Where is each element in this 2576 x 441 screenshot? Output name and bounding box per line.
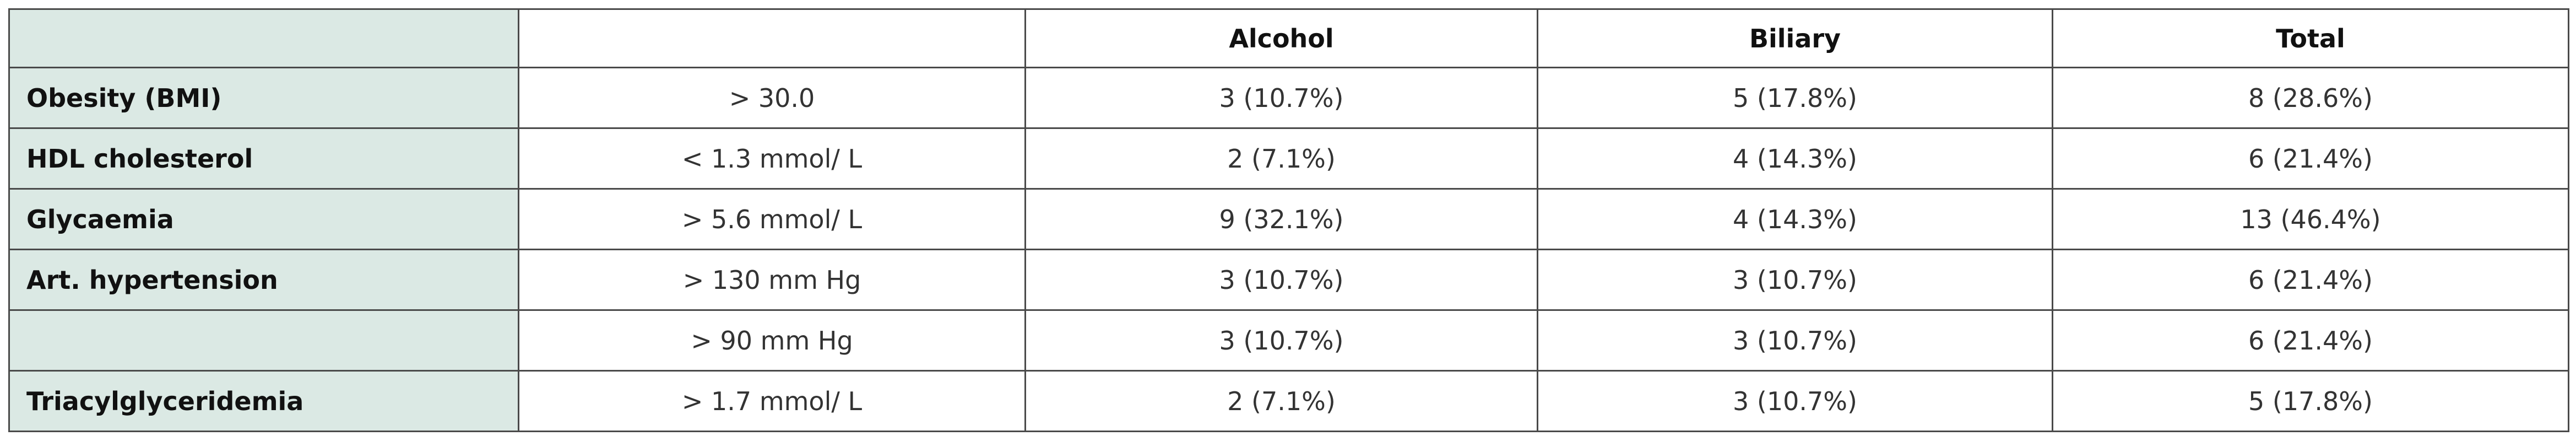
- row-label: Art. hypertension: [8, 249, 519, 311]
- table-row: Art. hypertension > 130 mm Hg 3 (10.7%) 3 (…: [8, 249, 2569, 311]
- value-cell: 5 (17.8%): [1537, 67, 2053, 129]
- header-cell: Total: [2052, 8, 2569, 68]
- row-label: Glycaemia: [8, 188, 519, 250]
- value-cell: 6 (21.4%): [2052, 309, 2569, 372]
- value-cell: 6 (21.4%): [2052, 127, 2569, 190]
- value-cell: 3 (10.7%): [1537, 370, 2053, 432]
- criterion-cell: > 90 mm Hg: [518, 309, 1026, 372]
- header-cell: Alcohol: [1024, 8, 1538, 68]
- value-cell: 5 (17.8%): [2052, 370, 2569, 432]
- criterion-cell: < 1.3 mmol/ L: [518, 127, 1026, 190]
- value-cell: 4 (14.3%): [1537, 127, 2053, 190]
- header-row: Alcohol Biliary Total: [8, 8, 2569, 68]
- table-row: > 90 mm Hg 3 (10.7%) 3 (10.7%) 6 (21.4%): [8, 309, 2569, 372]
- criterion-cell: > 30.0: [518, 67, 1026, 129]
- criterion-cell: > 5.6 mmol/ L: [518, 188, 1026, 250]
- value-cell: 3 (10.7%): [1024, 67, 1538, 129]
- row-label: HDL cholesterol: [8, 127, 519, 190]
- value-cell: 13 (46.4%): [2052, 188, 2569, 250]
- value-cell: 3 (10.7%): [1537, 249, 2053, 311]
- row-label: Obesity (BMI): [8, 67, 519, 129]
- value-cell: 2 (7.1%): [1024, 370, 1538, 432]
- value-cell: 8 (28.6%): [2052, 67, 2569, 129]
- criterion-cell: > 130 mm Hg: [518, 249, 1026, 311]
- value-cell: 3 (10.7%): [1024, 309, 1538, 372]
- value-cell: 9 (32.1%): [1024, 188, 1538, 250]
- value-cell: 4 (14.3%): [1537, 188, 2053, 250]
- value-cell: 6 (21.4%): [2052, 249, 2569, 311]
- table-body: Alcohol Biliary Total Obesity (BMI) > 30.0 3 …: [8, 8, 2569, 432]
- data-table: Alcohol Biliary Total Obesity (BMI) > 30.0 3 …: [8, 8, 2569, 432]
- header-cell: [8, 8, 519, 68]
- header-cell: [518, 8, 1026, 68]
- row-label: [8, 309, 519, 372]
- criterion-cell: > 1.7 mmol/ L: [518, 370, 1026, 432]
- value-cell: 2 (7.1%): [1024, 127, 1538, 190]
- value-cell: 3 (10.7%): [1024, 249, 1538, 311]
- value-cell: 3 (10.7%): [1537, 309, 2053, 372]
- header-cell: Biliary: [1537, 8, 2053, 68]
- row-label: Triacylglyceridemia: [8, 370, 519, 432]
- table-row: Obesity (BMI) > 30.0 3 (10.7%) 5 (17.8%) 8 (…: [8, 67, 2569, 129]
